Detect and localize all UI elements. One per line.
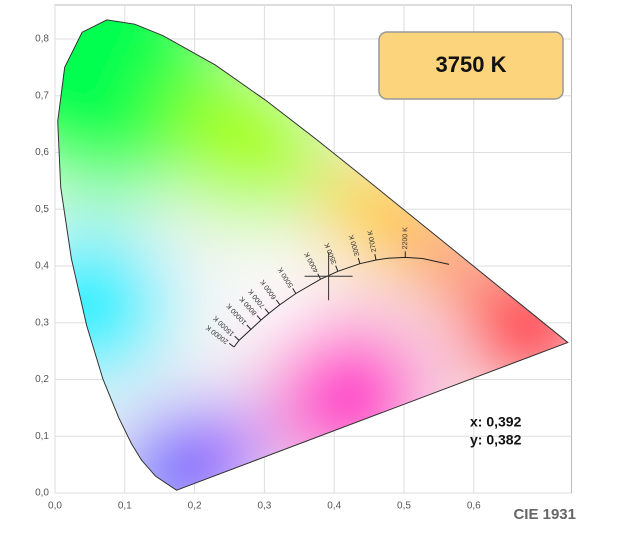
y-tick-label: 0,0: [35, 488, 49, 499]
x-tick-label: 0,5: [397, 501, 411, 512]
y-tick-label: 0,4: [35, 261, 49, 272]
y-tick-label: 0,2: [35, 374, 49, 385]
x-tick-label: 0,2: [188, 501, 202, 512]
y-readout: y: 0,382: [470, 432, 522, 448]
x-tick-label: 0,6: [467, 501, 481, 512]
y-tick-label: 0,8: [35, 34, 49, 45]
x-readout: x: 0,392: [470, 414, 522, 430]
caption: CIE 1931: [513, 506, 576, 523]
x-tick-label: 0,4: [327, 501, 341, 512]
badge-title: 3750 K: [436, 52, 507, 77]
y-tick-label: 0,5: [35, 204, 49, 215]
y-tick-label: 0,3: [35, 317, 49, 328]
x-tick-label: 0,0: [48, 501, 62, 512]
cct-label: 2200 K: [402, 227, 409, 250]
x-tick-label: 0,1: [118, 501, 132, 512]
y-tick-label: 0,7: [35, 90, 49, 101]
y-tick-label: 0,6: [35, 147, 49, 158]
x-tick-label: 0,3: [257, 501, 271, 512]
y-tick-label: 0,1: [35, 431, 49, 442]
